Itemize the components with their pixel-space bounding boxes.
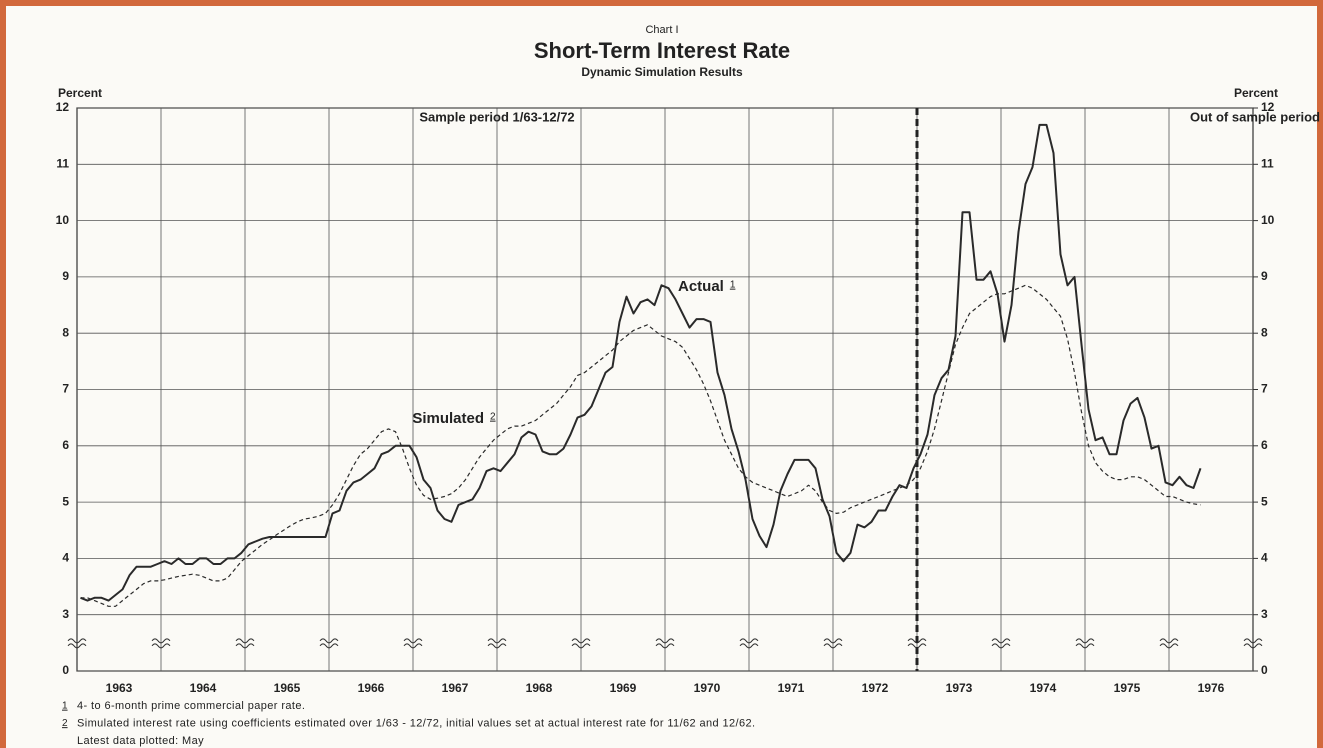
x-tick-label: 1968 (526, 681, 553, 695)
axis-break (403, 643, 423, 649)
y-tick-label: 7 (62, 382, 69, 396)
note-mark: 2 (62, 718, 68, 729)
axis-break (235, 643, 255, 649)
axis-break (823, 638, 843, 644)
series-label: Simulated (412, 410, 484, 427)
chart-subtitle: Dynamic Simulation Results (581, 65, 743, 79)
axis-break (1075, 638, 1095, 644)
x-tick-label: 1972 (862, 681, 889, 695)
x-tick-label: 1966 (358, 681, 385, 695)
footnote: Simulated interest rate using coefficien… (77, 717, 756, 729)
x-tick-label: 1971 (778, 681, 805, 695)
chart-label: Chart I (645, 24, 678, 36)
y2-tick-label: 7 (1261, 382, 1268, 396)
axis-break (571, 643, 591, 649)
y2-tick-label: 0 (1261, 663, 1268, 677)
y2-tick-label: 11 (1261, 156, 1274, 170)
axis-break (151, 643, 171, 649)
y-axis-label: Percent (58, 86, 102, 100)
y2-tick-label: 12 (1261, 100, 1275, 114)
axis-break (319, 638, 339, 644)
x-tick-label: 1965 (274, 681, 301, 695)
note-mark: 1 (730, 280, 736, 291)
y2-tick-label: 6 (1261, 438, 1268, 452)
y2-tick-label: 10 (1261, 213, 1275, 227)
y2-tick-label: 8 (1261, 325, 1268, 339)
annotation: Out of sample period (1190, 109, 1320, 124)
axis-break (487, 643, 507, 649)
axis-break (235, 638, 255, 644)
y-tick-label: 3 (62, 607, 69, 621)
axis-break (67, 638, 87, 644)
y2-tick-label: 3 (1261, 607, 1268, 621)
series-line (80, 284, 1201, 607)
note-mark: 1 (62, 701, 68, 712)
y-tick-label: 4 (62, 551, 69, 565)
footnote: Latest data plotted: May (77, 735, 204, 747)
y-tick-label: 12 (56, 100, 70, 114)
note-mark: 2 (490, 412, 496, 423)
x-tick-label: 1970 (694, 681, 721, 695)
annotation: Sample period 1/63-12/72 (419, 109, 574, 124)
y2-tick-label: 4 (1261, 551, 1268, 565)
x-tick-label: 1963 (106, 681, 133, 695)
y-tick-label: 9 (62, 269, 69, 283)
axis-break (1159, 638, 1179, 644)
y-tick-label: 8 (62, 325, 69, 339)
axis-break (655, 638, 675, 644)
y2-tick-label: 9 (1261, 269, 1268, 283)
axis-break (403, 638, 423, 644)
y2-tick-label: 5 (1261, 494, 1268, 508)
axis-break (1243, 638, 1263, 644)
x-tick-label: 1973 (946, 681, 973, 695)
x-tick-label: 1967 (442, 681, 469, 695)
axis-break (319, 643, 339, 649)
axis-break (739, 638, 759, 644)
axis-break (1075, 643, 1095, 649)
chart-title: Short-Term Interest Rate (534, 38, 790, 63)
axis-break (823, 643, 843, 649)
y-tick-label: 0 (62, 663, 69, 677)
axis-break (151, 638, 171, 644)
series-line (80, 123, 1202, 602)
x-tick-label: 1969 (610, 681, 637, 695)
axis-break (487, 638, 507, 644)
axis-break (1243, 643, 1263, 649)
y-tick-label: 6 (62, 438, 69, 452)
axis-break (67, 643, 87, 649)
axis-break (655, 643, 675, 649)
x-tick-label: 1975 (1114, 681, 1141, 695)
series-label: Actual (678, 278, 724, 295)
axis-break (991, 638, 1011, 644)
y-tick-label: 10 (56, 213, 70, 227)
axis-break (991, 643, 1011, 649)
y2-axis-label: Percent (1234, 86, 1278, 100)
y-tick-label: 11 (56, 156, 69, 170)
axis-break (1159, 643, 1179, 649)
y-tick-label: 5 (62, 494, 69, 508)
x-tick-label: 1976 (1198, 681, 1225, 695)
x-tick-label: 1974 (1030, 681, 1057, 695)
footnote: 4- to 6-month prime commercial paper rat… (77, 700, 305, 712)
axis-break (739, 643, 759, 649)
axis-break (571, 638, 591, 644)
x-tick-label: 1964 (190, 681, 217, 695)
